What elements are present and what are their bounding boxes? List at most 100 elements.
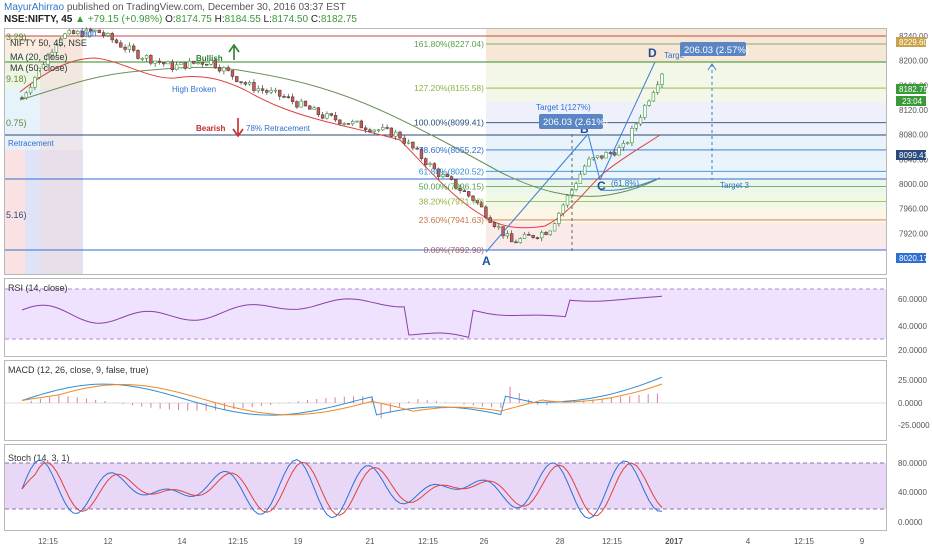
stoch-axis: 80.0000 40.0000 0.0000 (898, 459, 927, 527)
candle-body (256, 88, 260, 91)
candle-body (643, 105, 647, 118)
badge-8229: 8229.60 (899, 38, 928, 47)
candle-body (514, 241, 518, 244)
candle-body (462, 190, 467, 192)
candle-body (204, 63, 209, 66)
time-axis[interactable]: 12:15 12 14 12:15 19 21 12:15 26 28 12:15 2017 4 12:… (38, 537, 865, 546)
fib-level-label: 38.20%(7971.79) (419, 196, 484, 206)
svg-text:-25.0000: -25.0000 (898, 421, 930, 430)
candle-body (149, 55, 153, 64)
candle-body (97, 29, 102, 33)
candle-body (183, 62, 187, 69)
candle-body (355, 120, 359, 123)
fib-level-label: 78.60%(8055.22) (419, 145, 484, 155)
candle-body (290, 96, 295, 102)
candle-body (127, 45, 132, 50)
ma20-line (19, 57, 661, 229)
open-label: O: (165, 14, 176, 25)
low-label: L: (263, 14, 272, 25)
gain1-box (539, 114, 603, 129)
fib-level-label: 0.00%(7892.90) (424, 245, 485, 255)
candle-body (338, 119, 342, 125)
author-link[interactable]: MayurAhirrao (4, 2, 65, 13)
candle-body (363, 127, 368, 131)
candle-body (84, 28, 89, 37)
candle-body (479, 202, 484, 208)
candle-body (518, 238, 522, 243)
candle-body (37, 67, 41, 78)
candle-body (329, 113, 333, 116)
candle-body (131, 45, 136, 51)
candle-body (376, 129, 381, 132)
time-tick: 12:15 (228, 537, 249, 546)
candle-body (157, 60, 162, 63)
candle-body (565, 195, 570, 206)
time-tick: 4 (746, 537, 751, 546)
left-fib-label: 3.29) (6, 32, 27, 42)
candle-body (458, 188, 462, 191)
candle-body (114, 39, 119, 44)
stoch-label: Stoch (14, 3, 1) (8, 453, 70, 463)
candle-body (179, 62, 183, 66)
candle-body (548, 230, 553, 236)
high-label: H: (214, 14, 225, 25)
time-tick: 26 (480, 537, 489, 546)
candle-body (93, 29, 97, 32)
candle-body (247, 82, 252, 85)
fib-zones (486, 29, 886, 250)
candle-body (471, 195, 475, 201)
candle-body (359, 120, 364, 129)
candle-body (213, 59, 217, 68)
candle-body (209, 59, 213, 65)
low-value: 8174.50 (271, 14, 309, 25)
candle-body (312, 107, 316, 110)
candle-body (217, 67, 222, 72)
candle-body (625, 142, 630, 145)
price-tick: 8000.00 (899, 180, 928, 189)
time-tick: 12 (104, 537, 113, 546)
price-tick: 8200.00 (899, 57, 928, 66)
legend-ma20: MA (20, close) (10, 52, 68, 62)
candle-body (50, 51, 54, 56)
left-fib-label: 5.16) (6, 210, 27, 220)
left-fib-label: 0.75) (6, 118, 27, 128)
price-badges: 8229.60 8182.75 23:04 8099.41 8020.17 (896, 37, 928, 263)
candle-body (428, 163, 432, 166)
target2-annotation: Targe (664, 51, 685, 60)
candle-body (187, 60, 192, 69)
candle-body (535, 237, 540, 239)
price-axis[interactable]: 8240.008200.008160.008120.008080.008040.… (899, 32, 928, 238)
point-c: C (597, 179, 606, 193)
candle-body (595, 155, 600, 159)
candle-body (101, 32, 106, 36)
candle-body (243, 82, 248, 85)
candle-body (260, 88, 265, 91)
candle-body (381, 127, 385, 131)
svg-text:40.0000: 40.0000 (898, 488, 927, 497)
bullish-arrow-icon (228, 43, 240, 60)
stoch-band (5, 463, 886, 509)
svg-text:80.0000: 80.0000 (898, 459, 927, 468)
candle-body (351, 121, 355, 125)
macd-label: MACD (12, 26, close, 9, false, true) (8, 365, 149, 375)
rsi-axis: 60.0000 40.0000 20.0000 (898, 295, 927, 355)
candle-body (269, 90, 273, 93)
price-tick: 8120.00 (899, 106, 928, 115)
candle-body (488, 217, 492, 223)
candle-body (106, 33, 110, 36)
candle-body (20, 97, 24, 99)
candle-body (170, 61, 175, 71)
time-tick: 9 (860, 537, 865, 546)
candle-body (46, 54, 50, 66)
fib-level-label: 161.80%(8227.04) (414, 39, 484, 49)
price-tick: 7960.00 (899, 205, 928, 214)
candle-body (278, 89, 282, 97)
candle-body (398, 131, 402, 139)
candle-body (531, 234, 535, 238)
high-annotation: High (80, 29, 96, 38)
macd-axis: 25.0000 0.0000 -25.0000 (898, 376, 930, 430)
badge-8099: 8099.41 (899, 151, 928, 160)
close-label: C: (310, 14, 321, 25)
fib-level-label: 61.80%(8020.52) (419, 166, 484, 176)
